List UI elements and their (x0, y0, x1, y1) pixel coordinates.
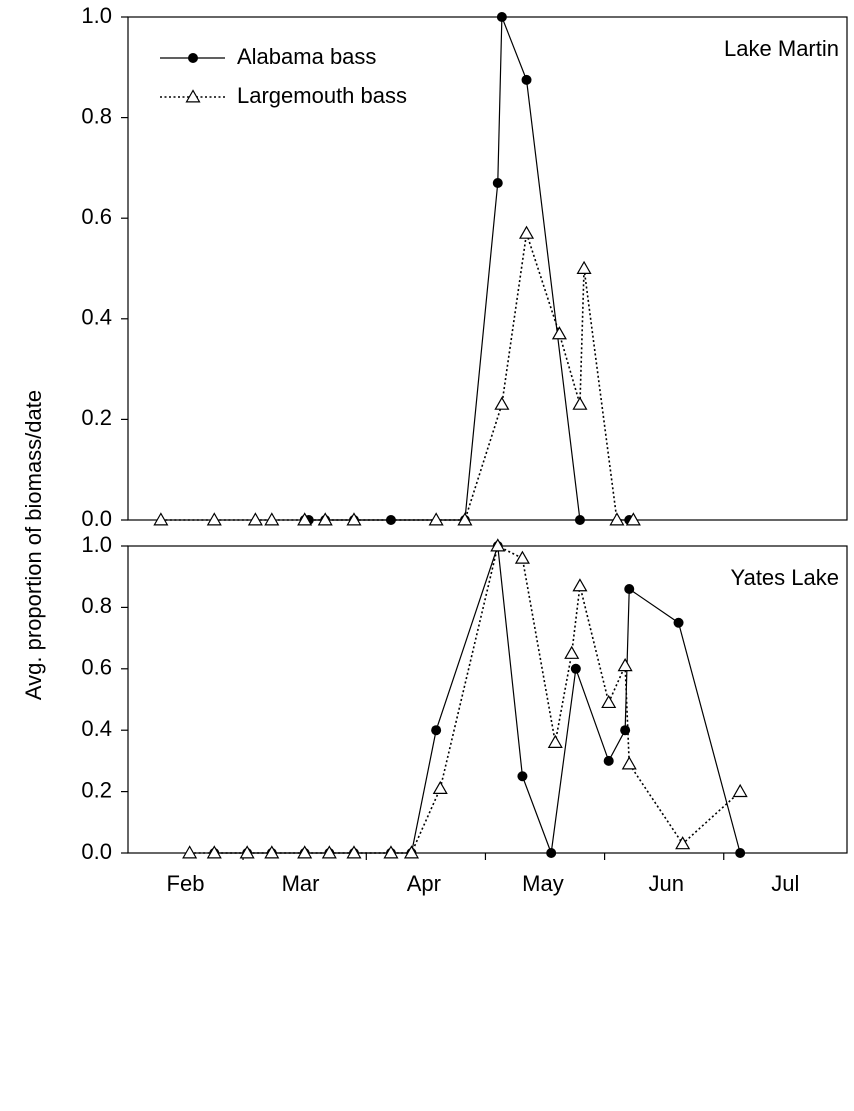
data-point (247, 512, 263, 526)
x-tick-label: Apr (407, 871, 441, 896)
data-point (457, 512, 473, 526)
data-point (514, 550, 530, 564)
legend-label: Largemouth bass (237, 83, 407, 108)
plot-frame (127, 16, 848, 521)
data-point (182, 845, 198, 859)
series-line (214, 545, 741, 854)
plot-frame (127, 545, 848, 854)
data-point (564, 645, 580, 659)
data-point (239, 845, 255, 859)
y-tick-label: 0.4 (81, 716, 112, 741)
data-point (673, 617, 684, 628)
data-point (732, 783, 748, 798)
y-tick-label: 0.8 (81, 593, 112, 618)
legend-marker (188, 53, 198, 63)
data-point (624, 583, 635, 594)
y-tick-label: 0.2 (81, 405, 112, 430)
data-point (603, 755, 614, 766)
series-line (160, 233, 634, 521)
data-point (625, 512, 641, 526)
y-tick-label: 0.6 (81, 655, 112, 680)
data-point (383, 845, 399, 859)
data-point (518, 225, 535, 239)
data-point (428, 512, 444, 526)
data-point (153, 512, 169, 526)
data-point (346, 512, 362, 526)
legend-marker (185, 89, 201, 103)
x-tick-label: Feb (167, 871, 205, 896)
series-line (189, 544, 741, 854)
data-point (609, 512, 625, 526)
data-point (494, 396, 510, 410)
y-tick-label: 0.0 (81, 839, 112, 864)
data-point (572, 578, 588, 592)
data-point (546, 848, 557, 858)
y-tick-label: 0.8 (81, 103, 112, 128)
data-point (572, 396, 588, 410)
data-point (492, 177, 503, 188)
data-point (547, 734, 563, 748)
annotation: Yates Lake (731, 565, 839, 590)
y-tick-label: 0.4 (81, 305, 112, 330)
y-tick-label: 1.0 (81, 532, 112, 557)
data-point (620, 725, 631, 736)
data-point (621, 756, 637, 770)
x-tick-label: May (522, 871, 564, 896)
data-point (490, 538, 506, 552)
data-point (576, 260, 592, 274)
data-point (297, 845, 313, 859)
data-point (517, 771, 528, 782)
data-point (574, 515, 585, 525)
data-point (675, 836, 691, 850)
data-point (317, 512, 333, 526)
data-point (551, 326, 567, 340)
data-point (206, 845, 222, 859)
data-point (403, 845, 420, 859)
data-point (297, 512, 313, 526)
legend-label: Alabama bass (237, 44, 376, 69)
x-tick-label: Mar (282, 871, 320, 896)
data-point (521, 74, 532, 85)
x-tick-label: Jun (648, 871, 683, 896)
data-point (206, 512, 222, 526)
x-tick-label: Jul (771, 871, 799, 896)
data-point (601, 694, 617, 709)
y-axis-label: Avg. proportion of biomass/date (21, 390, 46, 700)
data-point (617, 658, 633, 672)
y-tick-label: 0.0 (81, 506, 112, 531)
data-point (346, 845, 362, 859)
data-point (735, 848, 746, 858)
y-tick-label: 0.6 (81, 204, 112, 229)
data-point (431, 725, 442, 736)
data-point (264, 512, 280, 526)
data-point (496, 12, 507, 22)
data-point (321, 845, 337, 859)
y-tick-label: 1.0 (81, 3, 112, 28)
data-point (432, 780, 448, 795)
annotation: Lake Martin (724, 36, 839, 61)
data-point (264, 845, 280, 859)
y-tick-label: 0.2 (81, 777, 112, 802)
data-point (570, 663, 581, 674)
